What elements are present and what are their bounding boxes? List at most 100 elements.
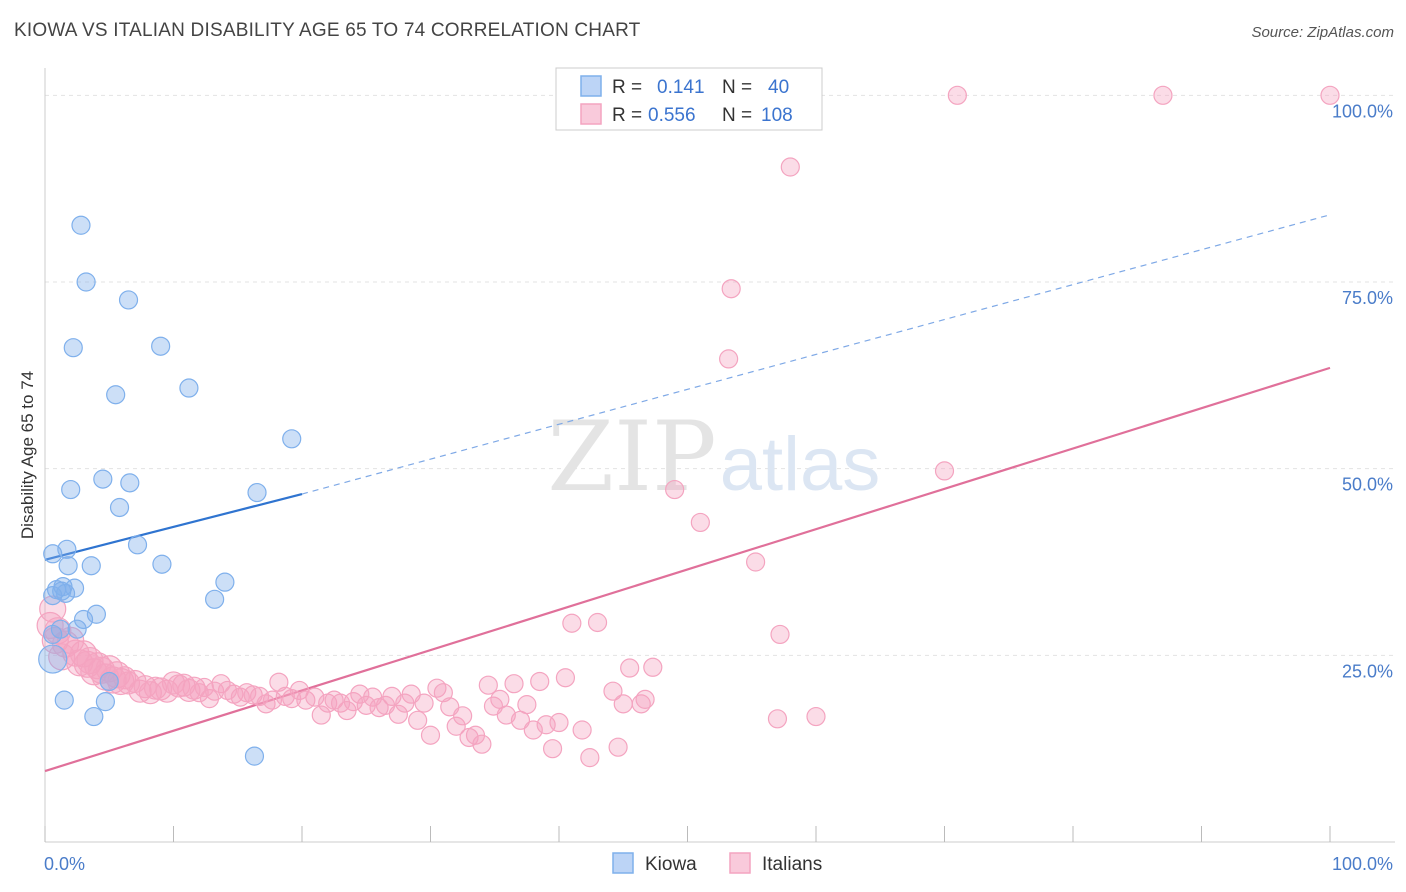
italians-point-65	[388, 704, 408, 724]
kiowa-point-24	[99, 671, 119, 692]
kiowa-point-17	[73, 609, 94, 630]
kiowa-trend-extension	[301, 214, 1331, 495]
italians-point-89	[542, 739, 563, 759]
kiowa-point-37	[282, 429, 302, 449]
kiowa-point-13	[63, 338, 83, 358]
italians-point-79	[478, 675, 498, 695]
kiowa-point-29	[127, 535, 148, 555]
kiowa-point-36	[247, 482, 267, 503]
watermark: ZIP atlas	[547, 401, 880, 513]
italians-point-114	[1153, 85, 1173, 105]
italians-point-82	[496, 705, 516, 725]
tick-labels: 25.0% 50.0% 75.0% 100.0% 0.0% 100.0%	[44, 101, 1393, 874]
italians-point-112	[934, 461, 955, 481]
y-tick-label-1: 50.0%	[1342, 475, 1393, 495]
italians-point-106	[721, 279, 741, 299]
kiowa-point-0	[43, 544, 63, 564]
stats-legend-r-label-italians: R =	[612, 105, 642, 126]
italians-point-109	[770, 624, 790, 645]
italians-point-68	[408, 710, 428, 730]
italians-point-108	[767, 709, 788, 729]
italians-point-104	[690, 512, 710, 533]
source-credit: Source: ZipAtlas.com	[1251, 24, 1394, 41]
kiowa-point-27	[118, 290, 139, 310]
italians-point-102	[643, 657, 663, 677]
stats-legend-n-label-italians: N =	[722, 105, 752, 126]
stats-legend-swatch-italians	[580, 103, 602, 125]
kiowa-point-5	[50, 619, 71, 639]
kiowa-point-3	[38, 644, 68, 674]
italians-point-75	[453, 706, 473, 726]
italians-point-98	[613, 694, 633, 714]
kiowa-point-15	[67, 619, 87, 639]
italians-point-34	[189, 683, 209, 703]
gridlines	[45, 94, 1395, 656]
italians-point-96	[603, 681, 623, 701]
stats-legend-r-value-italians: 0.556	[648, 105, 696, 126]
kiowa-point-35	[244, 746, 265, 766]
legend-swatch-kiowa	[612, 852, 634, 874]
italians-point-74	[446, 716, 466, 736]
stats-legend-n-value-kiowa: 40	[768, 77, 789, 98]
italians-point-58	[343, 692, 363, 712]
italians-point-53	[311, 705, 331, 725]
italians-point-90	[549, 712, 569, 733]
italians-point-69	[414, 693, 434, 713]
kiowa-point-21	[86, 604, 107, 624]
stats-legend-n-value-italians: 108	[761, 105, 793, 126]
legend-label-kiowa: Kiowa	[645, 854, 697, 875]
kiowa-point-10	[57, 539, 77, 559]
kiowa-point-9	[55, 583, 76, 603]
y-tick-label-2: 75.0%	[1342, 288, 1393, 308]
watermark-zip: ZIP	[547, 401, 716, 513]
italians-point-113	[947, 85, 967, 105]
kiowa-point-22	[93, 469, 113, 489]
italians-point-111	[806, 706, 826, 727]
italians-point-91	[555, 668, 576, 688]
kiowa-point-8	[54, 690, 74, 710]
stats-legend: R = 0.141 N = 40 R = 0.556 N = 108	[555, 67, 823, 131]
italians-point-46	[262, 690, 283, 710]
italians-point-103	[665, 479, 685, 500]
y-tick-label-0: 25.0%	[1342, 661, 1393, 681]
kiowa-point-33	[205, 589, 225, 609]
kiowa-point-32	[179, 378, 199, 398]
x-tick-label-0: 0.0%	[44, 854, 85, 874]
y-tick-label-3: 100.0%	[1332, 101, 1393, 121]
kiowa-point-19	[81, 556, 101, 576]
kiowa-point-12	[61, 479, 81, 500]
italians-point-99	[620, 658, 640, 678]
kiowa-point-16	[71, 215, 91, 235]
kiowa-point-28	[120, 473, 140, 493]
italians-point-49	[282, 689, 302, 709]
kiowa-point-34	[215, 572, 235, 592]
chart-title: KIOWA VS ITALIAN DISABILITY AGE 65 TO 74…	[14, 20, 641, 41]
y-axis-title: Disability Age 65 to 74	[18, 371, 37, 539]
italians-point-94	[580, 748, 600, 768]
series-legend: Kiowa Italians	[612, 852, 822, 875]
stats-legend-swatch-kiowa	[580, 75, 602, 97]
italians-point-33	[182, 676, 206, 700]
kiowa-point-11	[58, 556, 78, 576]
kiowa-point-18	[76, 272, 96, 292]
italians-point-101	[635, 689, 655, 709]
kiowa-point-26	[109, 497, 130, 518]
italians-trend-line	[44, 366, 1331, 773]
italians-point-44	[249, 686, 270, 707]
italians-point-72	[433, 683, 453, 703]
legend-label-italians: Italians	[762, 854, 822, 875]
kiowa-point-30	[151, 336, 171, 356]
kiowa-point-23	[95, 692, 115, 712]
italians-point-83	[504, 674, 524, 694]
kiowa-point-20	[84, 706, 104, 727]
italians-point-107	[746, 552, 766, 572]
italians-point-115	[1320, 85, 1340, 105]
trend-lines	[44, 214, 1331, 773]
axes	[44, 68, 1395, 843]
stats-legend-r-label-kiowa: R =	[612, 77, 642, 98]
italians-point-95	[587, 612, 608, 633]
watermark-atlas: atlas	[720, 422, 881, 507]
italians-point-86	[523, 720, 543, 740]
kiowa-point-14	[64, 578, 85, 598]
